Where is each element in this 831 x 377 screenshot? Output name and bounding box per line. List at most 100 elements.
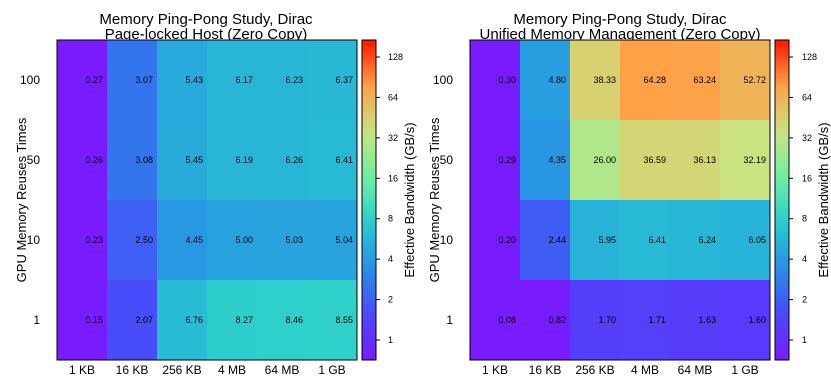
plot-frame [469,39,771,361]
heatmap-cell [257,200,308,281]
cell-value-label: 4.35 [548,155,566,165]
cell-value-label: 0.23 [85,235,103,245]
cell-value-label: 3.08 [135,155,153,165]
cell-value-label: 6.19 [235,155,253,165]
cell-value-label: 6.26 [285,155,303,165]
heatmap-cell [257,40,308,121]
cell-value-label: 64.28 [643,75,666,85]
heatmap-cell [107,40,158,121]
heatmap-cell [107,120,158,201]
cell-value-label: 0.20 [498,235,516,245]
cell-value-label: 1.71 [648,315,666,325]
heatmap-cell [720,200,771,281]
cell-value-label: 3.07 [135,75,153,85]
colorbar-tick-label: 128 [802,52,817,62]
heatmap-cell [520,40,571,121]
x-tick-label: 256 KB [162,363,201,377]
y-tick-label: 1 [33,313,40,327]
colorbar-tick-label: 2 [388,295,393,305]
heatmap-cell [257,280,308,361]
x-tick-label: 256 KB [575,363,614,377]
heatmap-cell [520,200,571,281]
cell-value-label: 6.05 [748,235,766,245]
chart-title-line: Memory Ping-Pong Study, Dirac [513,11,727,28]
x-tick-label: 16 KB [116,363,149,377]
cell-value-label: 4.80 [548,75,566,85]
heatmap-panel-page-locked: Memory Ping-Pong Study, DiracPage-locked… [14,11,417,377]
colorbar-tick-label: 128 [388,52,403,62]
y-tick-label: 50 [27,153,41,167]
chart-title-line: Unified Memory Management (Zero Copy) [480,26,761,43]
heatmap-cell [470,40,521,121]
cell-value-label: 6.41 [648,235,666,245]
heatmap-cell [620,280,671,361]
cell-value-label: 0.29 [498,155,516,165]
heatmap-cell [570,120,621,201]
heatmap-cell [670,200,721,281]
x-tick-label: 4 MB [631,363,659,377]
heatmap-cell [720,280,771,361]
cell-value-label: 6.76 [185,315,203,325]
cell-value-label: 8.27 [235,315,253,325]
colorbar-label: Effective Bandwidth (GB/s) [816,122,831,277]
chart-title-line: Memory Ping-Pong Study, Dirac [99,11,313,28]
heatmap-cell [620,40,671,121]
cell-value-label: 0.26 [85,155,103,165]
heatmap-cell [720,120,771,201]
y-tick-label: 10 [27,233,41,247]
colorbar-tick-label: 32 [802,133,812,143]
cell-value-label: 4.45 [185,235,203,245]
heatmap-cell [57,200,108,281]
y-axis-label: GPU Memory Reuses Times [427,117,442,282]
cell-value-label: 5.03 [285,235,303,245]
cell-value-label: 36.13 [693,155,716,165]
cell-value-label: 5.45 [185,155,203,165]
colorbar-tick-label: 1 [388,335,393,345]
y-tick-label: 100 [433,73,453,87]
heatmap-cell [307,40,358,121]
y-tick-label: 10 [440,233,454,247]
colorbar-tick-label: 1 [802,335,807,345]
x-tick-label: 64 MB [678,363,713,377]
cell-value-label: 1.63 [698,315,716,325]
heatmap-cell [207,120,258,201]
cell-value-label: 26.00 [593,155,616,165]
y-tick-label: 50 [440,153,454,167]
heatmap-cell [307,120,358,201]
cell-value-label: 32.19 [743,155,766,165]
cell-value-label: 38.33 [593,75,616,85]
cell-value-label: 0.30 [498,75,516,85]
heatmap-cell [157,40,208,121]
colorbar-tick-label: 4 [802,254,807,264]
heatmap-cell [570,200,621,281]
cell-value-label: 6.24 [698,235,716,245]
cell-value-label: 6.23 [285,75,303,85]
heatmap-cell [157,120,208,201]
cell-value-label: 5.43 [185,75,203,85]
x-tick-label: 1 KB [69,363,95,377]
y-tick-label: 100 [20,73,40,87]
chart-title-line: Page-locked Host (Zero Copy) [105,26,308,43]
heatmap-cell [670,280,721,361]
cell-value-label: 63.24 [693,75,716,85]
cell-value-label: 2.07 [135,315,153,325]
heatmap-cell [520,280,571,361]
heatmap-cell [620,120,671,201]
heatmap-cell [570,280,621,361]
x-tick-label: 64 MB [265,363,300,377]
cell-value-label: 0.15 [85,315,103,325]
cell-value-label: 2.44 [548,235,566,245]
colorbar-tick-label: 8 [802,214,807,224]
cell-value-label: 8.46 [285,315,303,325]
heatmap-cell [520,120,571,201]
cell-value-label: 0.27 [85,75,103,85]
cell-value-label: 1.60 [748,315,766,325]
heatmap-cell [107,200,158,281]
heatmap-cell [670,40,721,121]
cell-value-label: 5.95 [598,235,616,245]
heatmap-cell [207,200,258,281]
colorbar-tick-label: 64 [388,92,398,102]
heatmap-cell [107,280,158,361]
